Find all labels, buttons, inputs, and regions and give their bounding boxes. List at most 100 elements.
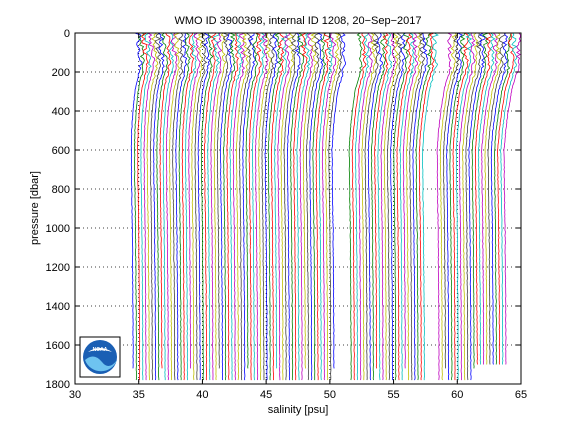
x-tick-label: 60 <box>451 389 463 401</box>
salinity-profile-line <box>149 32 162 381</box>
salinity-profile-line <box>497 32 515 365</box>
salinity-profile-line <box>235 32 250 381</box>
salinity-profile-line <box>449 32 466 381</box>
salinity-profile-line <box>458 32 476 381</box>
salinity-profile-line <box>443 32 460 369</box>
salinity-profile-line <box>405 32 423 381</box>
salinity-profile-line <box>465 33 483 381</box>
x-tick-label: 40 <box>196 389 208 401</box>
salinity-profile-line <box>302 32 318 369</box>
salinity-profile-line <box>396 32 413 381</box>
salinity-profile-line <box>283 32 297 381</box>
salinity-profile-line <box>156 32 169 381</box>
salinity-profile-line <box>207 32 221 381</box>
salinity-profile-line <box>477 32 496 365</box>
y-tick-label: 800 <box>52 184 70 196</box>
salinity-profile-line <box>277 32 291 381</box>
salinity-profile-line <box>328 32 343 381</box>
salinity-profile-line <box>474 32 492 365</box>
salinity-profile-line <box>500 32 518 365</box>
y-tick-label: 1200 <box>46 262 70 274</box>
salinity-profile-line <box>468 32 486 381</box>
salinity-profile-line <box>261 32 275 381</box>
salinity-profile-line <box>264 32 279 381</box>
salinity-profile-line <box>242 32 256 381</box>
salinity-profile-line <box>274 32 289 369</box>
salinity-profile-line <box>137 32 149 381</box>
salinity-profile-line <box>197 32 211 381</box>
salinity-profile-line <box>321 32 337 381</box>
salinity-profile-line <box>296 32 311 381</box>
salinity-profile-line <box>172 32 184 381</box>
salinity-profile-line <box>309 32 324 381</box>
salinity-profile-line <box>238 32 252 381</box>
salinity-profile-line <box>270 32 285 381</box>
salinity-profile-line <box>213 32 227 381</box>
salinity-profile-line <box>146 32 159 381</box>
x-tick-label: 30 <box>69 389 81 401</box>
salinity-profile-line <box>312 32 327 381</box>
salinity-profile-line <box>184 32 197 381</box>
salinity-profile-line <box>455 32 473 381</box>
salinity-profile-line <box>358 32 373 381</box>
salinity-profile-line <box>484 32 502 365</box>
salinity-profile-line <box>318 32 333 381</box>
salinity-profile-line <box>409 32 426 381</box>
salinity-profile-line <box>421 32 439 381</box>
y-tick-label: 400 <box>52 106 70 118</box>
salinity-profile-line <box>439 32 457 381</box>
salinity-profile-line <box>461 32 479 381</box>
salinity-profile-line <box>415 32 432 381</box>
salinity-profile-line <box>245 32 259 369</box>
salinity-profile-line <box>175 32 188 381</box>
salinity-profile-line <box>210 32 223 381</box>
salinity-profile-line <box>487 32 506 365</box>
salinity-profile-line <box>355 32 370 381</box>
salinity-profile-line <box>351 32 367 381</box>
salinity-profile-line <box>153 32 165 381</box>
x-tick-label: 35 <box>133 389 145 401</box>
salinity-profile-line <box>223 32 237 381</box>
salinity-profile-line <box>226 32 239 381</box>
salinity-profile-line <box>267 32 283 381</box>
salinity-profile-line <box>418 32 435 381</box>
salinity-profile-line <box>324 32 341 381</box>
salinity-profile-line <box>258 32 272 381</box>
salinity-profile-line <box>159 32 172 369</box>
salinity-profile-line <box>503 32 522 365</box>
salinity-profile-line <box>471 32 489 369</box>
salinity-profile-line <box>293 32 308 381</box>
salinity-profile-line <box>162 32 174 381</box>
axes: 30 35 40 45 50 55 60 65 0 200 400 600 800 1000 1200 140… <box>46 28 528 401</box>
salinity-profile-line <box>399 32 416 381</box>
salinity-profile-line <box>402 32 419 369</box>
logo-wave <box>85 356 117 372</box>
salinity-profile-line <box>248 32 262 381</box>
x-tick-label: 50 <box>324 389 336 401</box>
salinity-profile-line <box>367 32 383 381</box>
salinity-profile-line <box>412 32 428 381</box>
salinity-profile-line <box>255 32 269 381</box>
salinity-profile-line <box>383 32 399 381</box>
salinity-profile-line <box>390 32 406 381</box>
salinity-profile-line <box>232 32 246 381</box>
x-tick-label: 55 <box>387 389 399 401</box>
salinity-profile-line <box>348 32 363 381</box>
y-tick-label: 1400 <box>46 301 70 313</box>
salinity-profile-line <box>133 32 145 381</box>
salinity-profile-line <box>481 32 498 365</box>
x-tick-label: 65 <box>515 389 527 401</box>
y-tick-label: 600 <box>52 145 70 157</box>
salinity-profile-line <box>229 32 244 381</box>
salinity-profile-line <box>130 32 143 369</box>
y-tick-label: 1800 <box>46 379 70 391</box>
salinity-profile-line <box>393 32 409 381</box>
logo-bird <box>88 348 112 352</box>
salinity-profile-line <box>299 32 314 381</box>
profiles <box>130 32 522 381</box>
y-tick-label: 200 <box>52 67 70 79</box>
salinity-profile-line <box>168 32 181 381</box>
salinity-profile-line <box>280 32 295 381</box>
y-tick-label: 0 <box>64 28 70 40</box>
salinity-profile-line <box>252 32 265 381</box>
